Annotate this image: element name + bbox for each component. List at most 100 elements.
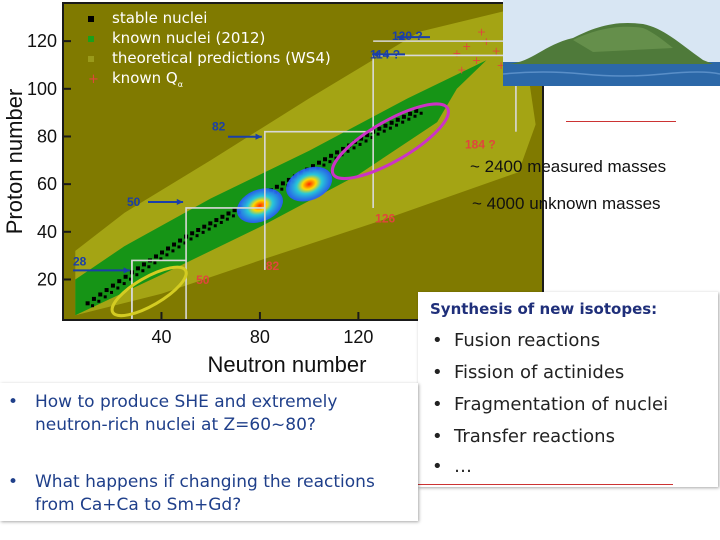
legend-label: known Q <box>112 69 178 87</box>
island-divider <box>566 121 676 122</box>
stable-nucleus <box>104 288 109 293</box>
stable-nucleus <box>407 117 411 121</box>
legend-marker-stable <box>88 15 94 22</box>
synthesis-item-label: Fragmentation of nuclei <box>454 394 669 415</box>
proton-magic-arrow-head <box>255 133 262 140</box>
stable-nucleus <box>141 269 145 273</box>
chart-legend: stable nuclei known nuclei (2012) theore… <box>88 8 338 92</box>
synthesis-title: Synthesis of new isotopes: <box>430 300 658 318</box>
q-alpha-point: + <box>477 26 486 39</box>
stable-nucleus <box>280 181 285 186</box>
stable-nucleus <box>117 279 122 284</box>
stable-nucleus <box>190 231 195 236</box>
x-tick-label: 120 <box>343 327 373 347</box>
question-text: How to produce SHE and extremely neutron… <box>35 392 338 435</box>
stable-nucleus <box>365 133 370 138</box>
stable-nucleus <box>135 273 139 277</box>
stable-nucleus <box>214 218 219 223</box>
stable-nucleus <box>364 139 368 143</box>
stable-nucleus <box>334 156 338 160</box>
y-tick-label: 100 <box>27 79 57 99</box>
proton-magic-82: 82 <box>212 120 226 134</box>
stable-nucleus <box>153 254 158 259</box>
stable-nucleus <box>376 132 380 136</box>
legend-marker-predicted <box>88 55 94 62</box>
stable-nucleus <box>178 238 183 243</box>
stable-nucleus <box>286 177 291 182</box>
synthesis-item-label: … <box>454 456 472 477</box>
bullet: • <box>432 394 443 415</box>
synthesis-panel: Synthesis of new isotopes: • Fusion react… <box>418 292 718 487</box>
stable-nucleus <box>408 111 413 116</box>
proton-magic-arrow-head <box>397 34 404 41</box>
stable-nucleus <box>153 261 157 265</box>
stable-nucleus <box>183 241 187 245</box>
legend-subscript: α <box>177 80 184 89</box>
x-axis-label: Neutron number <box>208 352 367 377</box>
proton-magic-50: 50 <box>127 195 141 209</box>
legend-item-stable: stable nuclei <box>88 9 207 27</box>
list-item: •… <box>432 456 472 477</box>
stable-nucleus <box>91 304 95 308</box>
neutron-magic-82: 82 <box>266 259 280 273</box>
bullet: • <box>432 456 443 477</box>
question-text: What happens if changing the reactions f… <box>35 472 375 515</box>
y-axis-label: Proton number <box>2 89 27 235</box>
stable-nucleus <box>280 187 284 191</box>
wave <box>503 71 720 77</box>
sea <box>503 62 720 86</box>
yield-hot-spot <box>236 188 283 223</box>
stable-nucleus <box>166 246 171 251</box>
stable-nucleus <box>129 277 133 281</box>
synthesis-item-label: Fission of actinides <box>454 362 625 383</box>
stable-nucleus <box>395 123 399 127</box>
bullet: • <box>8 472 19 492</box>
stable-nucleus <box>322 163 326 167</box>
stable-nucleus <box>165 253 169 257</box>
neutron-magic-184: 184 ? <box>465 137 496 151</box>
list-item: • How to produce SHE and extremely neutro… <box>8 391 405 437</box>
stable-nucleus <box>172 242 177 247</box>
legend-label: known nuclei (2012) <box>112 29 266 47</box>
stable-nucleus <box>123 274 128 279</box>
list-item: • What happens if changing the reactions … <box>8 471 405 517</box>
proton-magic-arrow-head <box>123 267 130 274</box>
island-photo <box>503 0 720 86</box>
list-item: • Transfer reactions <box>432 426 615 447</box>
stable-nucleus <box>377 126 382 131</box>
legend-label: stable nuclei <box>112 9 208 27</box>
x-tick-label: 80 <box>250 327 270 347</box>
stable-nucleus <box>208 221 213 226</box>
stable-nucleus <box>419 111 423 115</box>
q-alpha-point: + <box>472 54 481 67</box>
q-alpha-point: + <box>497 59 506 72</box>
island-highlight <box>573 26 673 52</box>
yield-hot-spot <box>286 166 333 202</box>
stable-nucleus <box>201 230 205 234</box>
stable-nucleus <box>346 149 350 153</box>
synthesis-item-label: Transfer reactions <box>454 426 615 447</box>
legend-label: theoretical predictions (WS4) <box>112 49 331 67</box>
list-item: • Fragmentation of nuclei <box>432 394 668 415</box>
bullet: • <box>8 392 19 412</box>
stable-nucleus <box>383 123 388 128</box>
stable-nucleus <box>110 283 115 288</box>
stable-nucleus <box>135 266 140 271</box>
stable-nucleus <box>141 262 146 267</box>
stable-nucleus <box>370 136 374 140</box>
stable-nucleus <box>231 214 235 218</box>
proton-magic-28: 28 <box>73 254 87 268</box>
y-tick-label: 40 <box>37 222 57 242</box>
stable-nucleus <box>414 108 419 113</box>
y-tick-label: 20 <box>37 269 57 289</box>
stable-nucleus <box>177 245 181 249</box>
proton-magic-arrow-head <box>176 198 184 206</box>
stable-nucleus <box>122 282 126 286</box>
legend-item-predicted: theoretical predictions (WS4) <box>88 49 331 67</box>
stable-nucleus <box>160 250 165 255</box>
stable-nucleus <box>189 237 193 241</box>
stable-nucleus <box>195 234 199 238</box>
list-item: • Fission of actinides <box>432 362 624 383</box>
y-tick-label: 120 <box>27 31 57 51</box>
stable-nucleus <box>219 220 223 224</box>
